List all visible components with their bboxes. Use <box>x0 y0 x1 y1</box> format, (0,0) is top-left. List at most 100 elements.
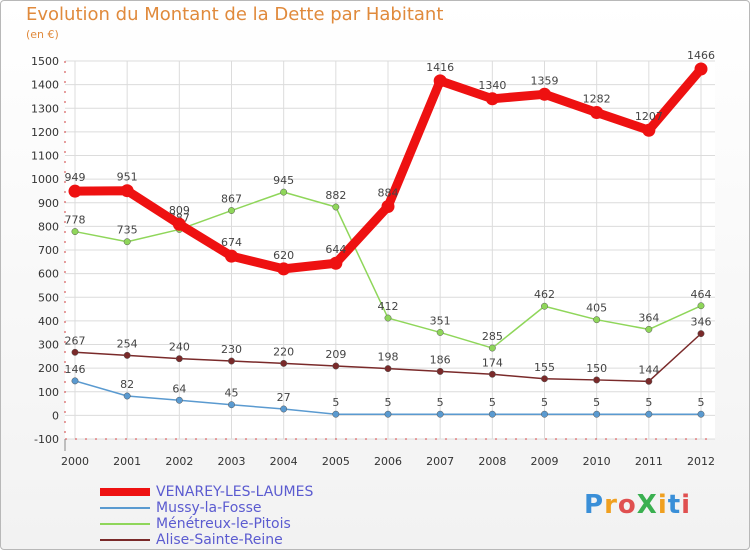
y-tick-label: -100 <box>34 433 59 446</box>
y-tick-label: 300 <box>38 339 59 352</box>
data-label: 198 <box>378 351 399 364</box>
y-tick-label: 1300 <box>31 102 59 115</box>
data-label: 778 <box>65 214 86 227</box>
data-point <box>541 375 548 383</box>
x-tick-label: 2000 <box>61 455 89 468</box>
y-tick-label: 400 <box>38 315 59 328</box>
data-point <box>436 410 444 418</box>
data-label: 1466 <box>687 49 715 62</box>
y-tick-label: 1200 <box>31 126 59 139</box>
data-point <box>71 228 79 236</box>
data-point <box>384 365 392 373</box>
data-point <box>593 376 601 384</box>
data-point <box>384 410 392 418</box>
data-label: 1359 <box>531 74 559 87</box>
data-label: 1207 <box>635 110 663 123</box>
y-tick-label: 1500 <box>31 55 59 68</box>
data-point <box>280 188 288 196</box>
data-label: 240 <box>169 341 190 354</box>
data-point <box>381 200 395 214</box>
data-point <box>123 238 131 246</box>
data-point <box>329 256 343 270</box>
legend-item: Mussy-la-Fosse <box>100 500 313 516</box>
data-point <box>228 401 235 409</box>
data-label: 1282 <box>583 93 611 106</box>
data-point <box>488 344 496 352</box>
data-label: 186 <box>430 353 451 366</box>
data-label: 5 <box>437 396 444 409</box>
data-label: 644 <box>325 243 346 256</box>
x-tick-label: 2010 <box>583 455 611 468</box>
data-label: 867 <box>221 193 242 206</box>
data-point <box>332 410 340 418</box>
data-point <box>436 367 444 375</box>
data-label: 5 <box>541 396 548 409</box>
x-tick-label: 2001 <box>113 455 141 468</box>
data-label: 1416 <box>426 61 454 74</box>
data-label: 5 <box>645 396 652 409</box>
x-tick-label: 2006 <box>374 455 402 468</box>
data-point <box>277 262 291 276</box>
data-point <box>541 410 548 418</box>
data-label: 464 <box>691 288 712 301</box>
data-point <box>645 325 653 333</box>
legend-item: Alise-Sainte-Reine <box>100 532 313 548</box>
data-label: 254 <box>117 337 138 350</box>
data-point <box>541 302 548 310</box>
x-tick-label: 2011 <box>635 455 663 468</box>
data-label: 620 <box>273 249 294 262</box>
data-point <box>68 184 82 198</box>
x-tick-label: 2009 <box>531 455 559 468</box>
legend: VENAREY-LES-LAUMES Mussy-la-Fosse Ménétreu… <box>100 484 313 548</box>
data-label: 882 <box>325 189 346 202</box>
data-label: 5 <box>489 396 496 409</box>
data-label: 230 <box>221 343 242 356</box>
data-point <box>228 357 235 365</box>
data-label: 155 <box>534 361 555 374</box>
data-point <box>593 410 601 418</box>
data-label: 809 <box>169 204 190 217</box>
x-tick-label: 2012 <box>687 455 715 468</box>
data-label: 462 <box>534 288 555 301</box>
y-tick-label: 1000 <box>31 173 59 186</box>
legend-item: VENAREY-LES-LAUMES <box>100 484 313 500</box>
data-label: 220 <box>273 345 294 358</box>
chart-subtitle: (en €) <box>26 28 59 41</box>
data-label: 144 <box>638 363 659 376</box>
data-point <box>71 377 79 385</box>
y-tick-label: 700 <box>38 244 59 257</box>
data-point <box>123 392 131 400</box>
x-tick-label: 2004 <box>270 455 298 468</box>
data-point <box>280 359 288 367</box>
data-point <box>488 370 496 378</box>
legend-label: Alise-Sainte-Reine <box>156 532 283 548</box>
data-label: 267 <box>65 334 86 347</box>
x-tick-label: 2007 <box>426 455 454 468</box>
data-label: 45 <box>225 387 239 400</box>
data-label: 146 <box>65 363 86 376</box>
data-label: 945 <box>273 174 294 187</box>
data-label: 1340 <box>478 79 506 92</box>
x-tick-label: 2008 <box>478 455 506 468</box>
data-label: 209 <box>325 348 346 361</box>
data-label: 674 <box>221 236 242 249</box>
x-tick-label: 2003 <box>218 455 246 468</box>
data-point <box>436 329 444 336</box>
legend-swatch <box>100 488 150 496</box>
legend-swatch <box>100 539 150 541</box>
legend-item: Ménétreux-le-Pitois <box>100 516 313 532</box>
data-point <box>697 330 705 338</box>
legend-swatch <box>100 523 150 525</box>
y-tick-label: 1400 <box>31 79 59 92</box>
data-point <box>697 302 705 310</box>
data-point <box>332 203 340 211</box>
data-label: 285 <box>482 330 503 343</box>
data-label: 346 <box>691 316 712 329</box>
data-label: 5 <box>698 396 705 409</box>
data-point <box>697 410 705 418</box>
data-point <box>593 316 601 324</box>
data-point <box>71 348 79 356</box>
data-point <box>488 410 496 418</box>
data-point <box>384 314 392 322</box>
data-label: 351 <box>430 314 451 327</box>
